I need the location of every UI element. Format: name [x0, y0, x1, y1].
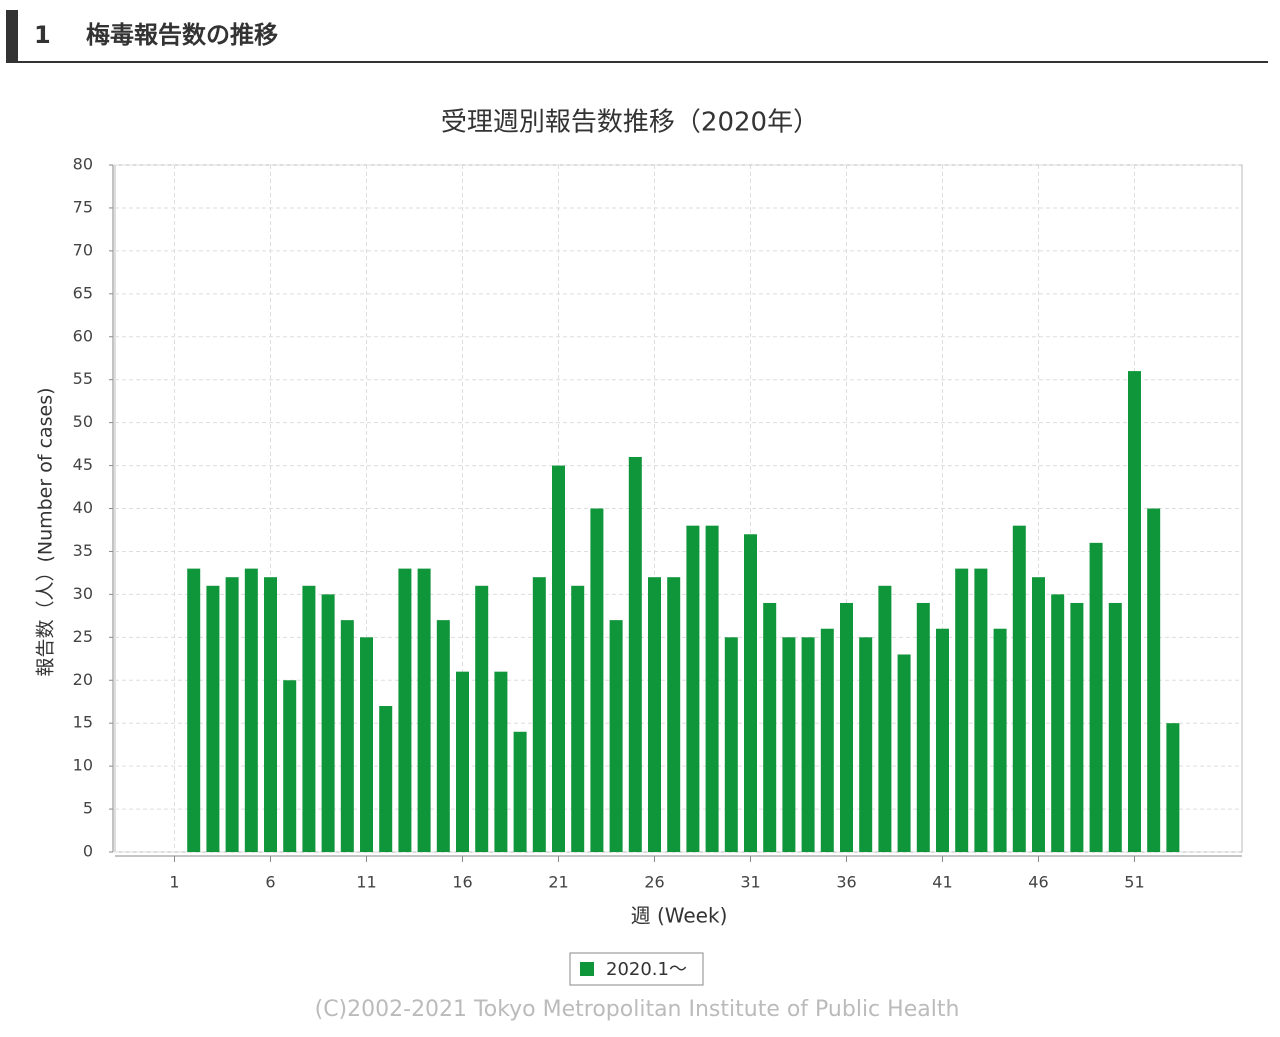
- y-tick-label: 40: [73, 498, 93, 517]
- y-tick-label: 15: [73, 713, 93, 732]
- bar: [475, 585, 489, 852]
- header-title: 梅毒報告数の推移: [86, 21, 278, 49]
- bar: [264, 577, 278, 852]
- legend-box: [569, 952, 704, 986]
- y-tick-label: 75: [73, 197, 93, 216]
- bar: [283, 680, 297, 852]
- bar: [1012, 525, 1026, 852]
- x-tick-label: 26: [644, 873, 664, 892]
- bar: [782, 637, 796, 852]
- bar: [302, 585, 316, 852]
- bar: [743, 534, 757, 852]
- bar: [1108, 602, 1122, 852]
- bar: [456, 671, 470, 852]
- legend-swatch: [580, 962, 594, 976]
- bar: [724, 637, 738, 852]
- bar: [494, 671, 508, 852]
- bar: [436, 620, 450, 852]
- bar: [398, 568, 412, 852]
- bar: [667, 577, 681, 852]
- x-tick-label: 21: [548, 873, 568, 892]
- bar: [974, 568, 988, 852]
- bar: [1166, 723, 1180, 852]
- y-tick-label: 65: [73, 283, 93, 302]
- bar: [820, 628, 834, 852]
- y-tick-label: 25: [73, 627, 93, 646]
- y-tick-label: 20: [73, 670, 93, 689]
- y-tick-label: 80: [73, 155, 93, 174]
- y-tick-label: 50: [73, 412, 93, 431]
- bar: [935, 628, 949, 852]
- bar: [340, 620, 354, 852]
- bar: [801, 637, 815, 852]
- x-tick-label: 11: [356, 873, 376, 892]
- x-tick-label: 6: [265, 873, 275, 892]
- y-tick-label: 70: [73, 240, 93, 259]
- y-tick-label: 45: [73, 455, 93, 474]
- y-tick-label: 5: [83, 799, 93, 818]
- y-tick-label: 30: [73, 584, 93, 603]
- bar: [360, 637, 374, 852]
- bar: [571, 585, 585, 852]
- header-marker: [6, 10, 18, 62]
- bar: [859, 637, 873, 852]
- y-tick-label: 35: [73, 541, 93, 560]
- x-tick-label: 46: [1028, 873, 1048, 892]
- x-axis-label: 週 (Week): [631, 904, 728, 928]
- bar: [590, 508, 604, 852]
- bar: [513, 731, 527, 852]
- x-tick-label: 31: [740, 873, 760, 892]
- bar: [1147, 508, 1161, 852]
- bar: [417, 568, 431, 852]
- bar: [321, 594, 335, 852]
- bar: [839, 602, 853, 852]
- bar: [1031, 577, 1045, 852]
- bar: [648, 577, 662, 852]
- bar: [628, 456, 642, 852]
- bar: [187, 568, 201, 852]
- footer: (C)2002-2021 Tokyo Metropolitan Institut…: [315, 997, 960, 1022]
- bar: [686, 525, 700, 852]
- bar: [532, 577, 546, 852]
- bar: [379, 706, 393, 852]
- x-tick-label: 16: [452, 873, 472, 892]
- bar: [225, 577, 239, 852]
- bar: [244, 568, 258, 852]
- bar: [1051, 594, 1065, 852]
- bar: [206, 585, 220, 852]
- bar: [552, 465, 566, 852]
- bar: [763, 602, 777, 852]
- chart-title: 受理週別報告数推移（2020年）: [441, 108, 819, 138]
- x-tick-label: 1: [169, 873, 179, 892]
- bar: [878, 585, 892, 852]
- bar: [916, 602, 930, 852]
- y-axis-label: 報告数（人）(Number of cases): [35, 387, 57, 676]
- bar: [955, 568, 969, 852]
- x-tick-label: 41: [932, 873, 952, 892]
- y-tick-label: 55: [73, 369, 93, 388]
- bar: [1089, 542, 1103, 852]
- y-tick-label: 60: [73, 326, 93, 345]
- y-tick-label: 10: [73, 756, 93, 775]
- bar: [897, 654, 911, 852]
- header-number: 1: [34, 21, 51, 49]
- bar: [1070, 602, 1084, 852]
- bar: [705, 525, 719, 852]
- bar: [609, 620, 623, 852]
- y-tick-label: 0: [83, 842, 93, 861]
- bar: [993, 628, 1007, 852]
- x-tick-label: 51: [1124, 873, 1144, 892]
- x-tick-label: 36: [836, 873, 856, 892]
- bar: [1127, 371, 1141, 852]
- legend-label: 2020.1～: [606, 959, 687, 980]
